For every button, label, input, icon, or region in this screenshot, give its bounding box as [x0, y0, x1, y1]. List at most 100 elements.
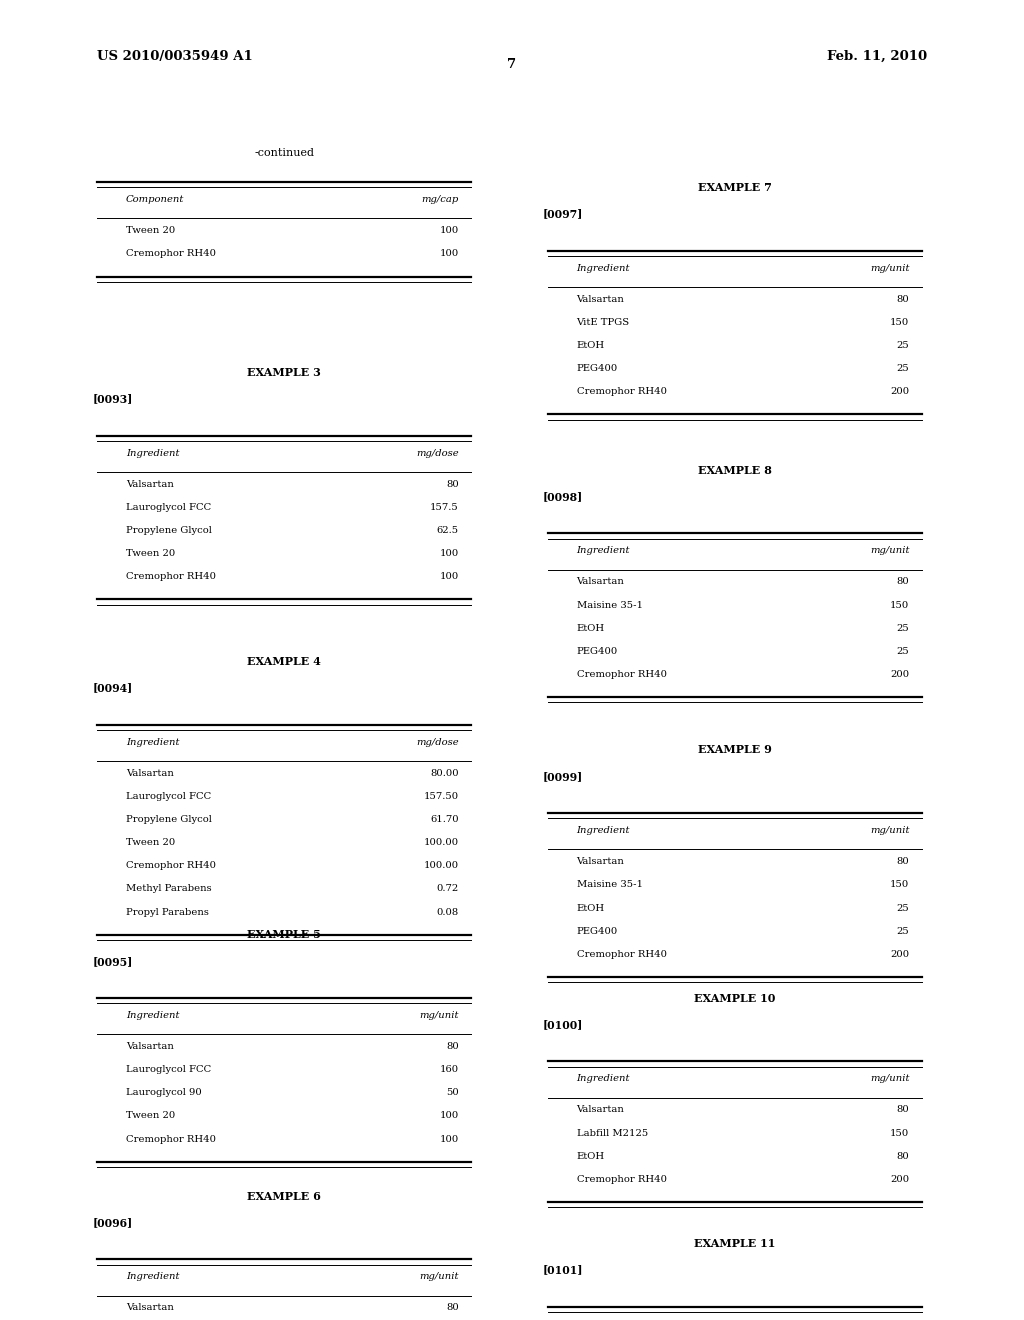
Text: EXAMPLE 10: EXAMPLE 10 — [694, 993, 775, 1003]
Text: 100: 100 — [439, 226, 459, 235]
Text: Cremophor RH40: Cremophor RH40 — [577, 669, 667, 678]
Text: 150: 150 — [890, 601, 909, 610]
Text: 0.08: 0.08 — [436, 908, 459, 916]
Text: EXAMPLE 5: EXAMPLE 5 — [247, 929, 322, 940]
Text: 80.00: 80.00 — [430, 768, 459, 777]
Text: 80: 80 — [897, 1106, 909, 1114]
Text: Cremophor RH40: Cremophor RH40 — [126, 249, 216, 259]
Text: 80: 80 — [897, 296, 909, 304]
Text: 80: 80 — [446, 480, 459, 488]
Text: 25: 25 — [897, 904, 909, 912]
Text: EXAMPLE 11: EXAMPLE 11 — [694, 1238, 775, 1249]
Text: Cremophor RH40: Cremophor RH40 — [126, 572, 216, 581]
Text: Ingredient: Ingredient — [126, 738, 179, 747]
Text: [0096]: [0096] — [92, 1217, 132, 1228]
Text: Lauroglycol FCC: Lauroglycol FCC — [126, 792, 211, 801]
Text: Component: Component — [126, 195, 184, 205]
Text: EtOH: EtOH — [577, 1151, 604, 1160]
Text: [0098]: [0098] — [543, 491, 583, 502]
Text: 200: 200 — [890, 387, 909, 396]
Text: 25: 25 — [897, 623, 909, 632]
Text: Propylene Glycol: Propylene Glycol — [126, 816, 212, 824]
Text: 100.00: 100.00 — [424, 862, 459, 870]
Text: Ingredient: Ingredient — [577, 1074, 630, 1084]
Text: mg/unit: mg/unit — [869, 1074, 909, 1084]
Text: 200: 200 — [890, 669, 909, 678]
Text: PEG400: PEG400 — [577, 647, 617, 656]
Text: [0094]: [0094] — [92, 682, 132, 693]
Text: Labfill M2125: Labfill M2125 — [577, 1129, 648, 1138]
Text: [0099]: [0099] — [543, 771, 583, 781]
Text: Propyl Parabens: Propyl Parabens — [126, 908, 209, 916]
Text: 25: 25 — [897, 341, 909, 350]
Text: 80: 80 — [446, 1304, 459, 1312]
Text: 25: 25 — [897, 364, 909, 374]
Text: Cremophor RH40: Cremophor RH40 — [126, 862, 216, 870]
Text: 150: 150 — [890, 1129, 909, 1138]
Text: Tween 20: Tween 20 — [126, 226, 175, 235]
Text: EXAMPLE 8: EXAMPLE 8 — [697, 465, 772, 475]
Text: 100: 100 — [439, 1135, 459, 1143]
Text: [0097]: [0097] — [543, 209, 583, 219]
Text: 80: 80 — [897, 1151, 909, 1160]
Text: 0.72: 0.72 — [436, 884, 459, 894]
Text: 157.5: 157.5 — [430, 503, 459, 512]
Text: Tween 20: Tween 20 — [126, 1111, 175, 1121]
Text: Cremophor RH40: Cremophor RH40 — [577, 387, 667, 396]
Text: Valsartan: Valsartan — [577, 858, 625, 866]
Text: EXAMPLE 9: EXAMPLE 9 — [697, 744, 772, 755]
Text: Lauroglycol 90: Lauroglycol 90 — [126, 1088, 202, 1097]
Text: VitE TPGS: VitE TPGS — [577, 318, 630, 327]
Text: -continued: -continued — [254, 148, 314, 158]
Text: Maisine 35-1: Maisine 35-1 — [577, 601, 642, 610]
Text: EXAMPLE 7: EXAMPLE 7 — [697, 182, 772, 193]
Text: Lauroglycol FCC: Lauroglycol FCC — [126, 503, 211, 512]
Text: EXAMPLE 3: EXAMPLE 3 — [247, 367, 322, 378]
Text: 150: 150 — [890, 318, 909, 327]
Text: Feb. 11, 2010: Feb. 11, 2010 — [826, 50, 927, 63]
Text: PEG400: PEG400 — [577, 927, 617, 936]
Text: [0100]: [0100] — [543, 1019, 583, 1030]
Text: Tween 20: Tween 20 — [126, 838, 175, 847]
Text: Ingredient: Ingredient — [126, 1011, 179, 1020]
Text: 50: 50 — [446, 1088, 459, 1097]
Text: Lauroglycol FCC: Lauroglycol FCC — [126, 1065, 211, 1074]
Text: 150: 150 — [890, 880, 909, 890]
Text: Ingredient: Ingredient — [577, 826, 630, 836]
Text: Cremophor RH40: Cremophor RH40 — [577, 950, 667, 958]
Text: 160: 160 — [439, 1065, 459, 1074]
Text: 7: 7 — [508, 58, 516, 71]
Text: Methyl Parabens: Methyl Parabens — [126, 884, 212, 894]
Text: Ingredient: Ingredient — [126, 449, 179, 458]
Text: EXAMPLE 6: EXAMPLE 6 — [247, 1191, 322, 1201]
Text: 200: 200 — [890, 1175, 909, 1184]
Text: mg/dose: mg/dose — [416, 449, 459, 458]
Text: 62.5: 62.5 — [436, 525, 459, 535]
Text: 100: 100 — [439, 549, 459, 558]
Text: 157.50: 157.50 — [424, 792, 459, 801]
Text: 80: 80 — [897, 858, 909, 866]
Text: [0095]: [0095] — [92, 956, 132, 966]
Text: EtOH: EtOH — [577, 623, 604, 632]
Text: Ingredient: Ingredient — [577, 264, 630, 273]
Text: 200: 200 — [890, 950, 909, 958]
Text: Valsartan: Valsartan — [577, 1106, 625, 1114]
Text: 80: 80 — [897, 578, 909, 586]
Text: 80: 80 — [446, 1043, 459, 1051]
Text: mg/unit: mg/unit — [869, 264, 909, 273]
Text: mg/unit: mg/unit — [869, 546, 909, 556]
Text: EtOH: EtOH — [577, 904, 604, 912]
Text: 100.00: 100.00 — [424, 838, 459, 847]
Text: Propylene Glycol: Propylene Glycol — [126, 525, 212, 535]
Text: [0101]: [0101] — [543, 1265, 584, 1275]
Text: Valsartan: Valsartan — [126, 1043, 174, 1051]
Text: Valsartan: Valsartan — [126, 1304, 174, 1312]
Text: EtOH: EtOH — [577, 341, 604, 350]
Text: 25: 25 — [897, 647, 909, 656]
Text: mg/cap: mg/cap — [422, 195, 459, 205]
Text: Valsartan: Valsartan — [577, 296, 625, 304]
Text: 100: 100 — [439, 249, 459, 259]
Text: Ingredient: Ingredient — [126, 1272, 179, 1282]
Text: 100: 100 — [439, 572, 459, 581]
Text: mg/unit: mg/unit — [869, 826, 909, 836]
